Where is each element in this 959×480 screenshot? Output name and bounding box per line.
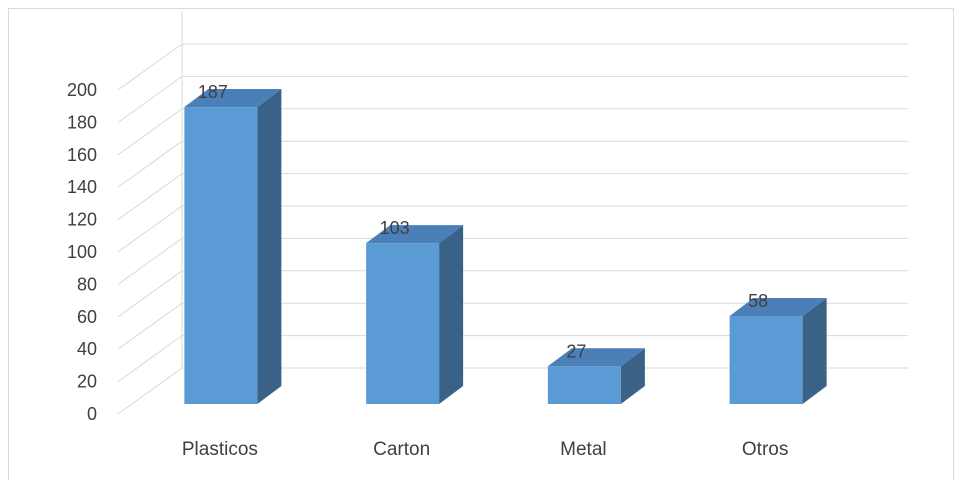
bar-side [257,89,282,404]
gridline-diagonal [117,108,183,156]
y-tick-label: 160 [67,145,97,165]
x-tick-label: Carton [373,439,430,460]
bar [184,107,258,404]
y-tick-label: 200 [67,80,97,100]
bar-top [547,348,645,367]
y-tick-label: 60 [77,307,97,327]
bar-side [620,348,645,404]
data-label: 103 [380,218,410,238]
gridline-diagonal [117,237,183,285]
x-tick-label: Otros [742,439,788,460]
gridline-diagonal [117,43,183,91]
bar-top [184,89,282,108]
gridline-diagonal [117,75,183,123]
data-label: 58 [748,291,768,311]
bar [366,243,440,404]
y-tick-label: 20 [77,372,97,392]
gridline-diagonal [117,270,183,318]
gridline-diagonal [117,140,183,188]
bar [547,366,621,404]
y-tick-label: 140 [67,177,97,197]
y-tick-label: 80 [77,274,97,294]
bar-side [439,225,464,404]
y-tick-label: 180 [67,112,97,132]
y-tick-label: 40 [77,339,97,359]
gridline-diagonal [117,335,183,383]
data-label: 187 [198,82,228,102]
gridline-diagonal [117,302,183,350]
bar-top [366,225,464,244]
data-label: 27 [566,341,586,361]
gridline-diagonal [117,367,183,415]
y-tick-label: 120 [67,210,97,230]
bar-top [729,298,827,317]
bar [729,316,803,404]
x-tick-label: Plasticos [182,439,258,460]
bar-side [802,298,827,404]
x-tick-label: Metal [560,439,606,460]
y-tick-label: 0 [87,404,97,424]
gridline-diagonal [117,205,183,253]
gridline-diagonal [117,173,183,221]
y-tick-label: 100 [67,242,97,262]
